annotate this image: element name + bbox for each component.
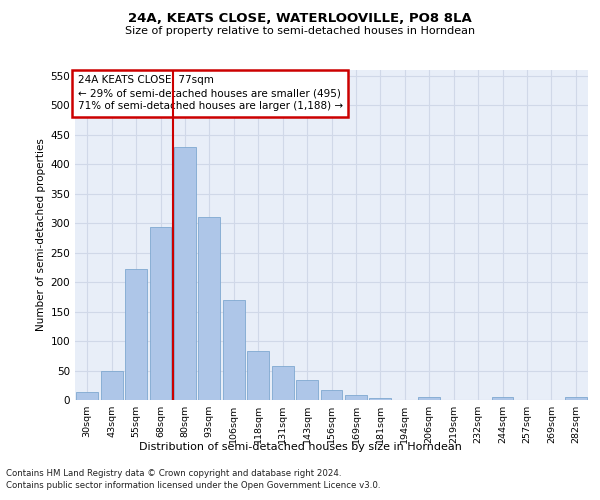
Bar (149, 227, 172, 400)
Bar (101, 371, 122, 400)
Bar (418, 397, 440, 400)
Bar (320, 390, 343, 400)
Bar (199, 216, 220, 400)
Bar (272, 366, 293, 400)
Bar (247, 350, 269, 400)
Bar (76, 392, 98, 400)
Bar (345, 396, 367, 400)
Text: 24A, KEATS CLOSE, WATERLOOVILLE, PO8 8LA: 24A, KEATS CLOSE, WATERLOOVILLE, PO8 8LA (128, 12, 472, 25)
Bar (296, 380, 318, 400)
Text: Distribution of semi-detached houses by size in Horndean: Distribution of semi-detached houses by … (139, 442, 461, 452)
Bar (491, 397, 514, 400)
Bar (125, 269, 147, 400)
Bar (223, 300, 245, 400)
Text: Contains public sector information licensed under the Open Government Licence v3: Contains public sector information licen… (6, 481, 380, 490)
Y-axis label: Number of semi-detached properties: Number of semi-detached properties (36, 138, 46, 332)
Bar (370, 398, 391, 400)
Bar (565, 397, 587, 400)
Text: Contains HM Land Registry data © Crown copyright and database right 2024.: Contains HM Land Registry data © Crown c… (6, 469, 341, 478)
Bar (174, 146, 196, 400)
Text: 24A KEATS CLOSE: 77sqm
← 29% of semi-detached houses are smaller (495)
71% of se: 24A KEATS CLOSE: 77sqm ← 29% of semi-det… (77, 75, 343, 112)
Text: Size of property relative to semi-detached houses in Horndean: Size of property relative to semi-detach… (125, 26, 475, 36)
